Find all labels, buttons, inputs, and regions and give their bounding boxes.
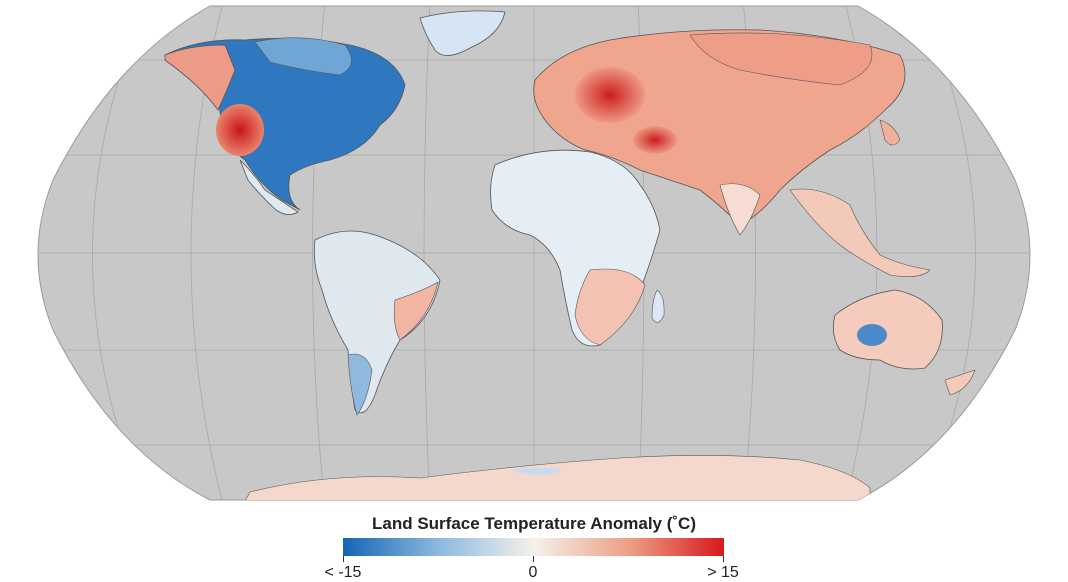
legend-colorbar [343,538,724,556]
land-patagonia [347,353,373,416]
legend-title: Land Surface Temperature Anomaly (˚C) [371,514,696,533]
land-southeast-asia [789,188,931,277]
legend-max-label: > 15 [707,564,739,581]
world-anomaly-map [37,5,1031,501]
legend-mid-label: 0 [528,564,538,581]
hot-spot-caucasus [633,126,677,154]
legend-tick-min [343,556,344,562]
cold-spot-australia [857,324,887,346]
land-alaska-canada-west [164,44,236,111]
legend-tick-mid [533,556,534,562]
legend-tick-max [723,556,724,562]
legend-min-label: < -15 [324,564,362,581]
land-mexico [239,159,299,215]
land-greenland [419,10,506,56]
land-madagascar [651,289,665,323]
land-antarctica [239,455,871,500]
land-antarctica-cold [510,467,565,475]
land-south-america [313,230,441,414]
land-canada-north [254,37,352,76]
land-new-zealand [944,369,976,396]
land-siberia [689,32,873,86]
hot-spot-western-us [216,104,264,156]
land-south-america-east [393,281,439,341]
hot-spot-eastern-europe [575,67,645,123]
land-japan [879,119,901,146]
land-africa-south [574,268,646,346]
land-australia [832,289,943,370]
land-india [719,183,761,236]
